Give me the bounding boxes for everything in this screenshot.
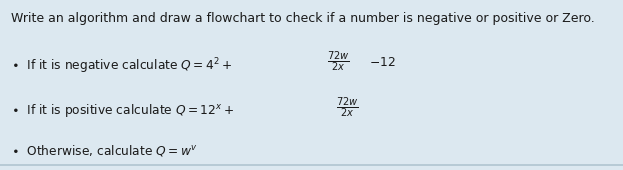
Text: $\frac{72w}{2x}$: $\frac{72w}{2x}$	[336, 95, 359, 120]
Text: $\bullet$  If it is negative calculate $Q = 4^2+$: $\bullet$ If it is negative calculate $Q…	[11, 56, 232, 76]
Text: Write an algorithm and draw a flowchart to check if a number is negative or posi: Write an algorithm and draw a flowchart …	[11, 12, 595, 25]
Text: $-12$: $-12$	[369, 56, 396, 69]
Text: $\bullet$  Otherwise, calculate $Q = w^v$: $\bullet$ Otherwise, calculate $Q = w^v$	[11, 143, 198, 158]
Text: $\bullet$  If it is positive calculate $Q = 12^x+$: $\bullet$ If it is positive calculate $Q…	[11, 102, 235, 119]
Text: $\frac{72w}{2x}$: $\frac{72w}{2x}$	[327, 49, 350, 74]
